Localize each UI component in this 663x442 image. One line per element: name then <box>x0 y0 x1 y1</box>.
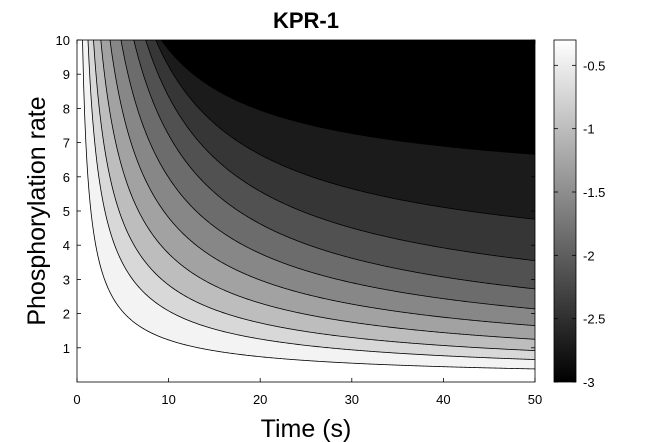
contour-line <box>133 40 535 290</box>
y-tick-label: 8 <box>63 101 70 116</box>
plot-area <box>76 39 536 383</box>
colorbar-tick-label: -2.5 <box>583 312 605 327</box>
colorbar-tick-label: -3 <box>583 375 595 390</box>
colorbar-tick-label: -2 <box>583 248 595 263</box>
y-tick-label: 7 <box>63 136 70 151</box>
chart-title: KPR-1 <box>273 8 339 33</box>
contour-bands <box>77 40 535 382</box>
contour-line <box>100 40 535 340</box>
y-tick-label: 1 <box>63 341 70 356</box>
colorbar-gradient <box>553 39 577 383</box>
contour-line <box>87 40 535 360</box>
y-tick-label: 3 <box>63 272 70 287</box>
contour-line <box>82 40 535 370</box>
contour-line <box>109 40 535 327</box>
x-tick-label: 0 <box>73 392 80 407</box>
x-axis-label: Time (s) <box>261 415 352 442</box>
y-tick-label: 6 <box>63 170 70 185</box>
x-tick-label: 20 <box>253 392 267 407</box>
x-tick-label: 40 <box>436 392 450 407</box>
x-axis-ticks: 0 10 20 30 40 50 <box>73 40 542 407</box>
contour-band <box>77 40 535 382</box>
x-tick-label: 30 <box>345 392 359 407</box>
colorbar-ticks: -0.5 -1 -1.5 -2 -2.5 -3 <box>554 58 605 390</box>
y-tick-label: 5 <box>63 204 70 219</box>
x-tick-label: 10 <box>161 392 175 407</box>
contour-line <box>155 40 535 220</box>
contour-line <box>145 40 535 262</box>
colorbar: -0.5 -1 -1.5 -2 -2.5 -3 <box>553 39 605 390</box>
contour-line <box>93 40 535 351</box>
y-tick-label: 10 <box>56 33 70 48</box>
x-tick-label: 50 <box>528 392 542 407</box>
y-tick-label: 2 <box>63 307 70 322</box>
y-tick-label: 4 <box>63 238 70 253</box>
y-axis-ticks: 1 2 3 4 5 6 7 8 9 10 <box>56 33 535 356</box>
y-tick-label: 9 <box>63 67 70 82</box>
contour-line <box>120 40 535 310</box>
contour-lines <box>82 40 535 370</box>
contour-band <box>77 40 535 382</box>
colorbar-tick-label: -0.5 <box>583 58 605 73</box>
colorbar-tick-label: -1 <box>583 122 595 137</box>
contour-line <box>160 40 535 155</box>
colorbar-tick-label: -1.5 <box>583 185 605 200</box>
y-axis-label: Phosphorylation rate <box>23 96 51 325</box>
